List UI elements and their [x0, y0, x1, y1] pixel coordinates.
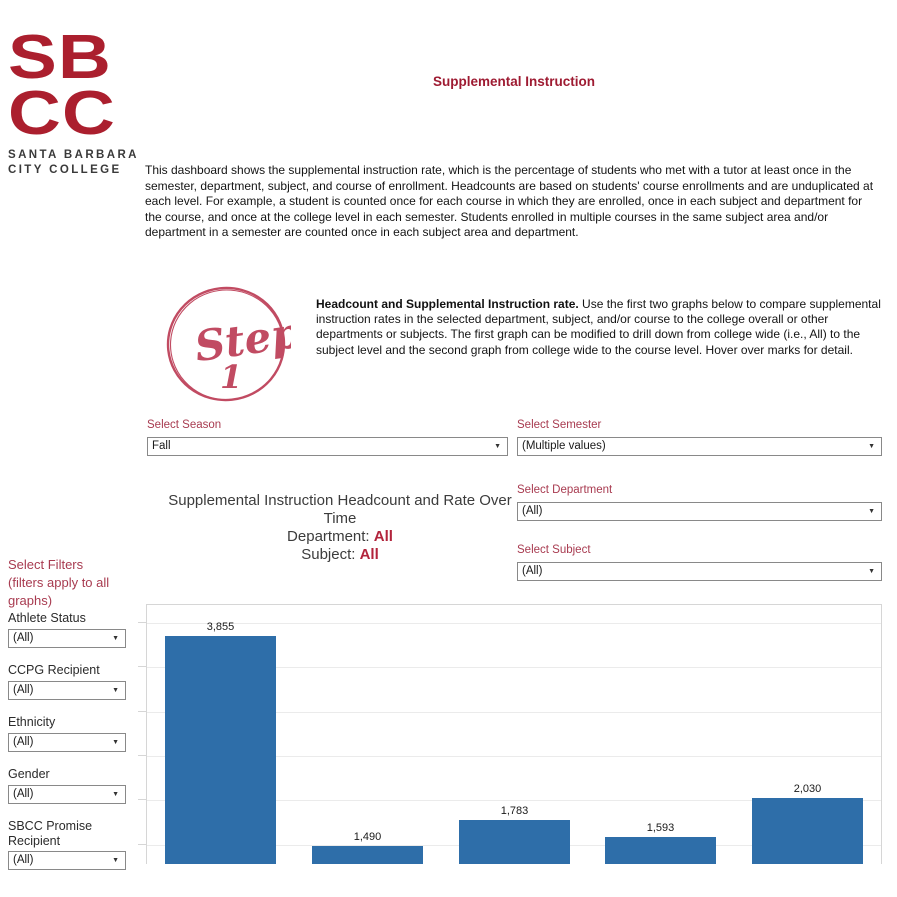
dropdown-arrow-icon: ▼ [868, 443, 875, 450]
bar-value-label: 3,855 [206, 621, 235, 633]
filter-ccpg-recipient-label: CCPG Recipient [8, 663, 100, 677]
bar-value-label: 2,030 [793, 783, 822, 795]
chart-subject-value: All [359, 546, 379, 563]
subject-select-label: Select Subject [517, 544, 591, 556]
step-number: 1 [220, 358, 242, 396]
filter-gender-select[interactable]: (All) ▼ [8, 785, 126, 804]
filter-athlete-status-select[interactable]: (All) ▼ [8, 629, 126, 648]
bar[interactable] [605, 837, 716, 864]
dropdown-arrow-icon: ▼ [868, 508, 875, 515]
gridline [147, 800, 881, 801]
bar[interactable] [752, 798, 863, 864]
chart-department-value: All [373, 528, 393, 545]
filter-ethnicity-value: (All) [13, 736, 34, 748]
semester-select-value: (Multiple values) [522, 440, 606, 452]
chart-department-label: Department: [287, 528, 370, 545]
logo-letters-line2: CC [8, 79, 117, 148]
gridline [147, 712, 881, 713]
dropdown-arrow-icon: ▼ [112, 739, 119, 746]
chart-subject-label: Subject: [301, 546, 356, 563]
dropdown-arrow-icon: ▼ [112, 791, 119, 798]
chart-title-line2: Time [323, 510, 357, 527]
logo-letters-line1: SB [8, 23, 113, 92]
filter-sbcc-promise-value: (All) [13, 854, 34, 866]
subject-select-value: (All) [522, 565, 543, 577]
dropdown-arrow-icon: ▼ [494, 443, 501, 450]
filters-title-line1: Select Filters [8, 557, 84, 572]
axis-tick [138, 711, 146, 712]
axis-tick [138, 755, 146, 756]
filter-ethnicity-label: Ethnicity [8, 715, 56, 729]
season-select-value: Fall [152, 440, 171, 452]
department-select[interactable]: (All) ▼ [517, 502, 882, 521]
filter-ccpg-recipient-select[interactable]: (All) ▼ [8, 681, 126, 700]
axis-tick [138, 666, 146, 667]
dropdown-arrow-icon: ▼ [112, 687, 119, 694]
filter-ethnicity-select[interactable]: (All) ▼ [8, 733, 126, 752]
department-select-label: Select Department [517, 484, 613, 496]
subject-select[interactable]: (All) ▼ [517, 562, 882, 581]
page-title: Supplemental Instruction [432, 74, 595, 89]
step-1-instructions: Headcount and Supplemental Instruction r… [316, 297, 882, 358]
dashboard-description: This dashboard shows the supplemental in… [145, 163, 874, 239]
filters-title: Select Filters (filters apply to all gra… [8, 556, 120, 610]
chart-title: Supplemental Instruction Headcount and R… [150, 492, 530, 564]
bar[interactable] [165, 636, 276, 864]
gridline [147, 667, 881, 668]
bar[interactable] [459, 820, 570, 864]
filter-athlete-status-label: Athlete Status [8, 611, 86, 625]
dropdown-arrow-icon: ▼ [112, 635, 119, 642]
bar[interactable] [312, 846, 423, 864]
step-1-body: Use the first two graphs below to compar… [316, 297, 881, 357]
filter-gender-value: (All) [13, 788, 34, 800]
sbcc-logo: SB CC SANTA BARBARA CITY COLLEGE [8, 27, 139, 178]
semester-select-label: Select Semester [517, 419, 602, 431]
dropdown-arrow-icon: ▼ [868, 568, 875, 575]
bar-value-label: 1,593 [646, 822, 675, 834]
logo-subtitle-line1: SANTA BARBARA [8, 149, 139, 161]
axis-tick [138, 844, 146, 845]
dropdown-arrow-icon: ▼ [112, 857, 119, 864]
department-select-value: (All) [522, 505, 543, 517]
bar-value-label: 1,783 [500, 805, 529, 817]
filter-sbcc-promise-label: SBCC Promise Recipient [8, 819, 93, 848]
step-1-icon: Step 1 [166, 286, 291, 402]
season-select-label: Select Season [147, 419, 222, 431]
semester-select[interactable]: (Multiple values) ▼ [517, 437, 882, 456]
axis-tick [138, 622, 146, 623]
season-select[interactable]: Fall ▼ [147, 437, 508, 456]
gridline [147, 756, 881, 757]
chart-pane: 3,855 1,490 1,783 1,593 2,030 [146, 604, 882, 864]
filter-athlete-status-value: (All) [13, 632, 34, 644]
gridline [147, 623, 881, 624]
filters-title-line2: (filters apply to all graphs) [8, 575, 110, 608]
chart-title-line1: Supplemental Instruction Headcount and R… [168, 492, 512, 509]
step-1-lead: Headcount and Supplemental Instruction r… [316, 297, 579, 311]
filter-gender-label: Gender [8, 767, 50, 781]
axis-tick [138, 799, 146, 800]
filter-ccpg-recipient-value: (All) [13, 684, 34, 696]
logo-subtitle-line2: CITY COLLEGE [8, 164, 122, 176]
bar-value-label: 1,490 [353, 831, 382, 843]
filter-sbcc-promise-select[interactable]: (All) ▼ [8, 851, 126, 870]
